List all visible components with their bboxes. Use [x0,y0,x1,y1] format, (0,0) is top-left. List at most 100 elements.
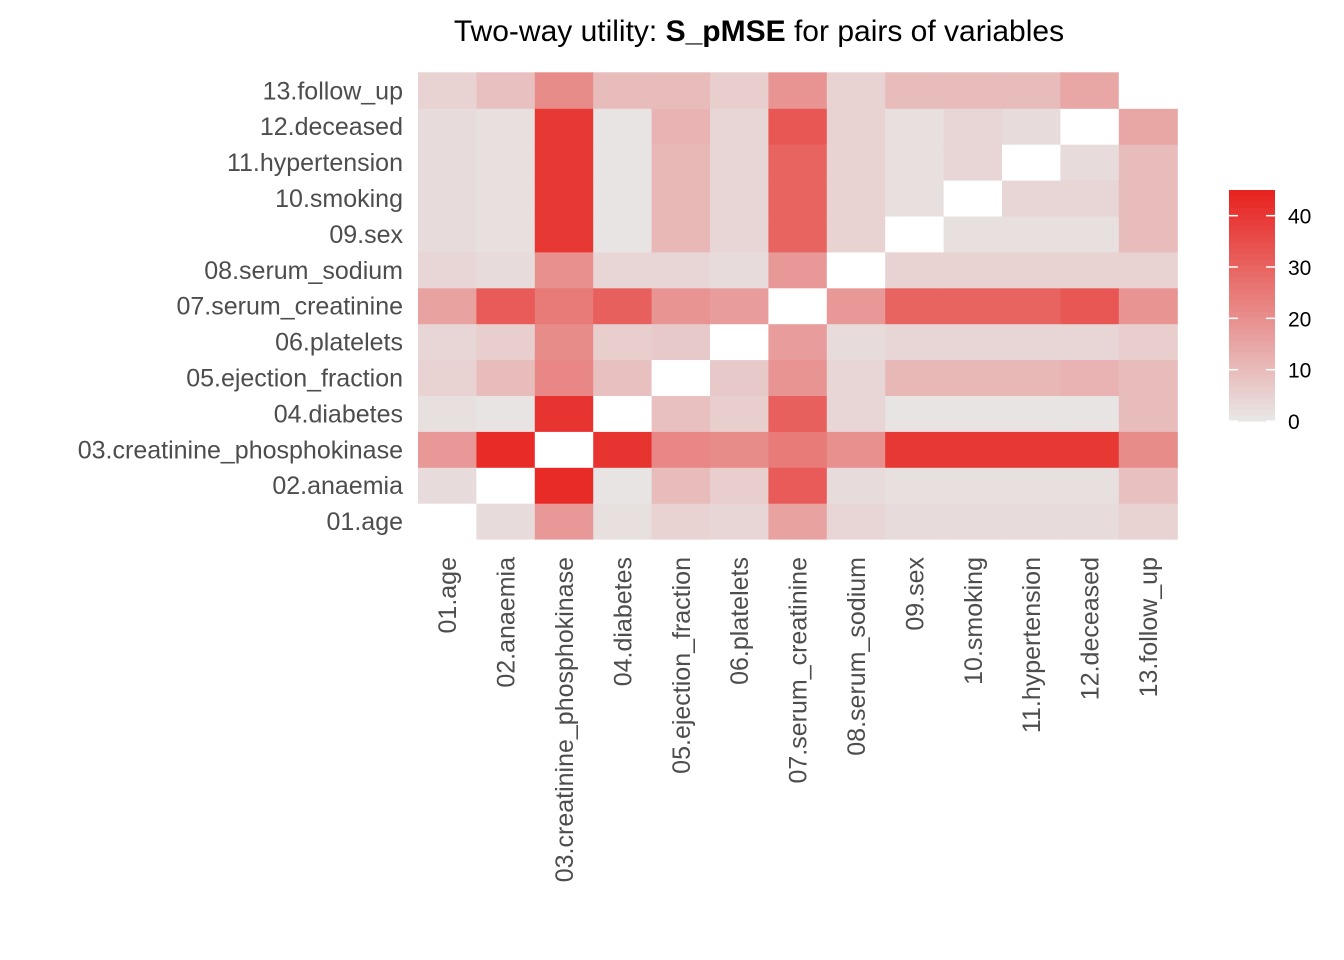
legend-colorbar-segment [1229,351,1275,359]
heatmap-cell [1002,431,1061,468]
heatmap-cell [1060,108,1120,145]
heatmap-cell [826,467,886,504]
heatmap-cell [1060,431,1120,468]
heatmap-cell [710,251,769,289]
heatmap-cell [710,72,769,109]
heatmap-cell [418,323,477,361]
x-axis-labels: 01.age 02.anaemia 03.creatinine_phosphokin… [434,557,1163,883]
heatmap-cell [768,144,828,181]
heatmap-cell [476,431,536,468]
legend-colorbar-segment [1229,224,1275,232]
heatmap-cell [1060,395,1120,432]
legend-colorbar-segment [1229,363,1275,370]
legend-tick-label: 30 [1288,257,1311,280]
heatmap-cell [534,503,594,540]
legend-colorbar-segment [1229,334,1275,341]
heatmap-cell [593,215,653,253]
heatmap-cell [1002,215,1061,253]
x-tick-label: 12.deceased [1077,557,1105,700]
heatmap-cell [651,287,711,325]
heatmap-cell [826,503,886,540]
heatmap-cell [768,251,828,289]
legend-colorbar-segment [1229,328,1275,335]
heatmap-cell [534,72,594,109]
heatmap-cell [418,144,477,181]
heatmap-cell [710,395,769,432]
heatmap-cell [651,323,711,361]
heatmap-cell [943,359,1003,396]
heatmap-cell [1118,215,1178,253]
heatmap-cell [885,359,945,396]
legend-colorbar-segment [1229,276,1275,283]
y-tick-label: 12.deceased [260,113,403,141]
heatmap-cell [1060,180,1120,217]
legend-colorbar-segment [1229,345,1275,353]
heatmap-cell [476,215,536,253]
legend-colorbar-segment [1229,288,1275,295]
legend-colorbar-segment [1229,386,1275,393]
heatmap-cell [593,431,653,468]
heatmap-cell [651,108,711,145]
heatmap-cell [476,359,536,396]
legend-tick-label: 10 [1288,360,1311,383]
legend-colorbar-segment [1229,195,1275,203]
y-tick-label: 13.follow_up [263,77,403,105]
legend-colorbar-segment [1229,236,1275,243]
legend-colorbar-segment [1229,397,1275,405]
heatmap-cell [826,215,886,253]
heatmap-cell [826,395,886,432]
heatmap-cell [768,431,828,468]
heatmap-cells [418,72,1178,540]
heatmap-cell [1002,323,1061,361]
heatmap-cell [534,431,594,468]
heatmap-cell [943,431,1003,468]
heatmap-cell [768,323,828,361]
heatmap-cell [418,467,477,504]
heatmap-cell [710,287,769,325]
heatmap-cell [768,215,828,253]
heatmap-cell [1060,215,1120,253]
heatmap-cell [651,503,711,540]
heatmap-cell [1002,359,1061,396]
x-tick-label: 09.sex [901,557,929,631]
heatmap-cell [943,323,1003,361]
legend-colorbar-segment [1229,241,1275,249]
heatmap-cell [593,395,653,432]
x-tick-label: 05.ejection_fraction [668,557,696,774]
heatmap-cell [418,287,477,325]
y-tick-label: 02.anaemia [272,472,403,500]
legend-colorbar-segment [1229,213,1275,220]
heatmap-cell [593,108,653,145]
heatmap-cell [593,503,653,540]
heatmap-cell [1118,251,1178,289]
y-tick-label: 08.serum_sodium [204,257,403,285]
y-tick-label: 09.sex [329,221,403,249]
heatmap-cell [476,251,536,289]
heatmap-cell [418,215,477,253]
heatmap-cell [476,503,536,540]
y-tick-label: 01.age [327,508,403,536]
heatmap-cell [710,215,769,253]
legend-colorbar-segment [1229,415,1275,422]
legend-colorbar-segment [1229,317,1275,324]
legend-colorbar-segment [1229,311,1275,318]
legend-colorbar-segment [1229,374,1275,382]
heatmap-cell [710,503,769,540]
heatmap-cell [1118,323,1178,361]
heatmap-cell [1118,108,1178,145]
heatmap-cell [768,108,828,145]
heatmap-cell [1118,431,1178,468]
y-tick-label: 11.hypertension [227,149,403,177]
x-tick-label: 07.serum_creatinine [785,557,813,784]
heatmap-cell [943,144,1003,181]
heatmap-cell [476,467,536,504]
heatmap-cell [885,251,945,289]
heatmap-cell [1060,72,1120,109]
x-tick-label: 11.hypertension [1018,557,1046,733]
heatmap-cell [593,144,653,181]
legend-tick-label: 40 [1288,206,1311,229]
heatmap-cell [1118,395,1178,432]
heatmap-cell [651,359,711,396]
heatmap-cell [885,395,945,432]
legend-tick-label: 0 [1288,411,1300,434]
